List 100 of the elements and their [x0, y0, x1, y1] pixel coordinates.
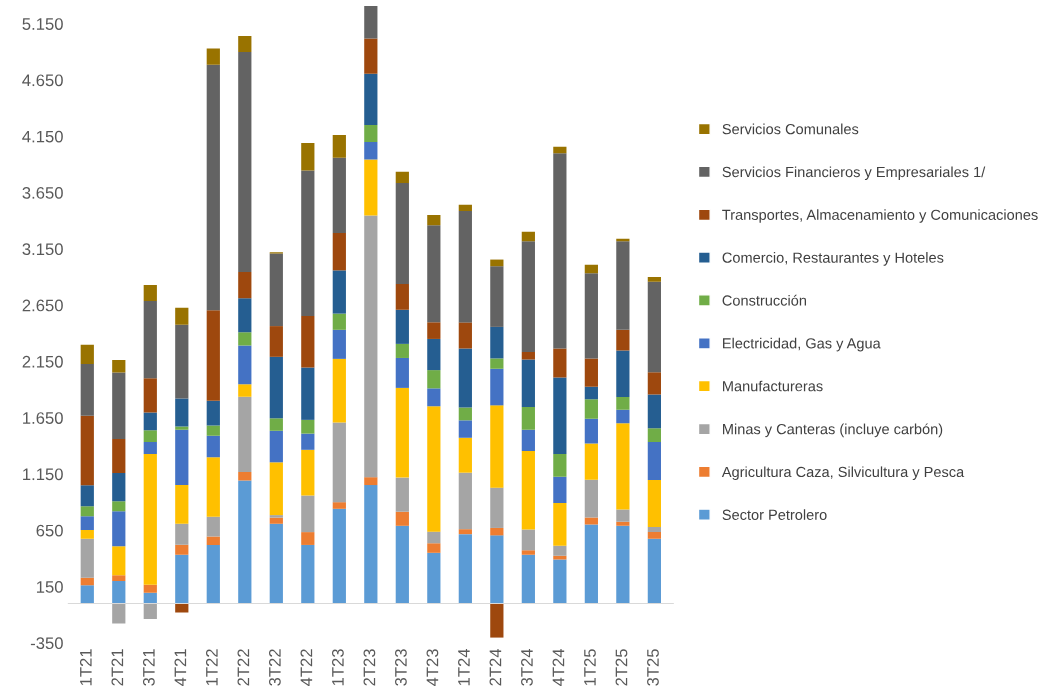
- bar: [616, 329, 630, 351]
- bar: [458, 322, 472, 349]
- bar: [616, 397, 630, 410]
- x-tick-label: 1T21: [79, 649, 92, 686]
- bar: [647, 527, 661, 532]
- bar: [364, 38, 378, 74]
- bar: [584, 399, 598, 419]
- bar: [427, 552, 441, 604]
- bar: [521, 359, 535, 407]
- y-tick-label: 3.650: [22, 186, 63, 199]
- bar: [584, 443, 598, 480]
- bar: [553, 502, 567, 546]
- bar: [521, 529, 535, 551]
- bar: [427, 225, 441, 323]
- bar: [80, 506, 94, 517]
- bar: [301, 532, 315, 545]
- bar: [206, 516, 220, 537]
- bar: [490, 405, 504, 488]
- bar: [112, 581, 126, 604]
- bar: [553, 476, 567, 503]
- bar: [458, 529, 472, 535]
- bar: [269, 430, 283, 463]
- bar: [301, 170, 315, 316]
- bar: [332, 358, 346, 423]
- legend-label: Servicios Financieros y Empresariales 1/: [722, 166, 986, 181]
- bar: [80, 415, 94, 486]
- y-tick-label: -350: [30, 637, 63, 650]
- bar: [364, 477, 378, 486]
- x-tick-label: 3T22: [268, 649, 281, 686]
- bar: [616, 525, 630, 604]
- bar: [332, 329, 346, 359]
- bar: [647, 531, 661, 539]
- bar: [301, 433, 315, 450]
- bar: [427, 543, 441, 553]
- bar: [647, 428, 661, 442]
- bar: [427, 322, 441, 339]
- bar: [364, 141, 378, 160]
- bar: [112, 511, 126, 547]
- bar: [301, 143, 315, 171]
- bar: [427, 531, 441, 544]
- bar: [427, 215, 441, 226]
- bar: [143, 592, 157, 604]
- bar: [206, 310, 220, 401]
- bar: [490, 326, 504, 359]
- bar: [616, 423, 630, 510]
- bar: [80, 485, 94, 507]
- bar: [364, 124, 378, 142]
- bar: [521, 231, 535, 242]
- bar: [301, 449, 315, 496]
- bar: [206, 48, 220, 65]
- bar: [553, 377, 567, 454]
- legend-label: Transportes, Almacenamiento y Comunicaciones: [722, 209, 1038, 223]
- bar: [238, 345, 252, 385]
- bar: [206, 64, 220, 311]
- bar: [143, 441, 157, 454]
- bar: [395, 183, 409, 284]
- x-tick-label: 2T21: [111, 649, 124, 686]
- legend-label: Servicios Comunales: [722, 123, 859, 135]
- bar: [458, 211, 472, 323]
- bar: [301, 495, 315, 533]
- bar: [521, 429, 535, 451]
- bar: [80, 516, 94, 531]
- bar: [364, 73, 378, 125]
- bar: [364, 159, 378, 216]
- bar: [112, 546, 126, 576]
- bar: [364, 6, 378, 39]
- bar: [112, 372, 126, 439]
- bar: [80, 585, 94, 604]
- bar: [458, 437, 472, 473]
- bar: [521, 406, 535, 430]
- bar: [269, 523, 283, 604]
- bar: [395, 387, 409, 478]
- y-tick-label: 5.150: [22, 18, 63, 30]
- bar: [616, 241, 630, 330]
- bar: [143, 412, 157, 431]
- bar: [584, 386, 598, 400]
- bar: [238, 384, 252, 397]
- bar: [269, 356, 283, 419]
- bar: [427, 370, 441, 389]
- bar: [238, 36, 252, 52]
- bar: [175, 398, 189, 427]
- bar: [112, 438, 126, 474]
- bar: [395, 357, 409, 388]
- bar: [143, 378, 157, 413]
- bar: [175, 603, 189, 613]
- bar: [647, 281, 661, 373]
- legend-label: Manufactureras: [723, 380, 823, 392]
- bar: [143, 584, 157, 593]
- bar: [364, 485, 378, 604]
- bar: [175, 429, 189, 486]
- x-tick-label: 3T21: [142, 649, 155, 686]
- bar: [301, 367, 315, 420]
- bar: [490, 358, 504, 369]
- bar: [206, 457, 220, 517]
- y-tick-label: 3.150: [22, 243, 63, 256]
- bar: [490, 603, 504, 638]
- x-tick-label: 3T23: [395, 649, 407, 686]
- bar: [521, 554, 535, 604]
- bar: [521, 241, 535, 353]
- bar: [427, 338, 441, 371]
